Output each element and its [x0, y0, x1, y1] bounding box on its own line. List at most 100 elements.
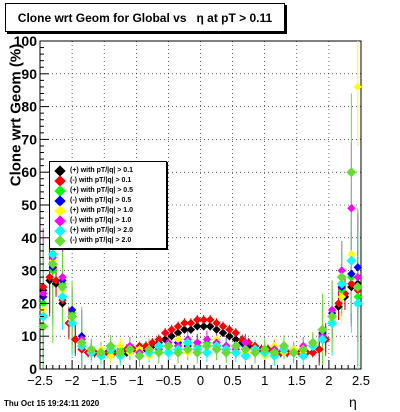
data-point — [115, 347, 126, 358]
data-point — [39, 289, 48, 298]
data-point — [105, 341, 116, 352]
x-tick-label: 1.5 — [288, 373, 306, 388]
data-point — [231, 335, 241, 344]
data-point — [182, 344, 193, 355]
legend-entry: (+) with pT/|q| > 0.5 — [50, 185, 166, 197]
data-point — [315, 345, 324, 354]
x-tick-label: −2.5 — [27, 373, 53, 388]
data-point — [38, 321, 49, 332]
data-point — [163, 341, 174, 352]
y-tick-label: 80 — [21, 99, 37, 115]
data-point — [116, 341, 125, 351]
legend-entry: (-) with pT/|q| > 1.0 — [50, 215, 166, 227]
y-tick-label: 60 — [21, 164, 37, 180]
x-tick-label: −2 — [65, 373, 80, 388]
legend: (+) with pT/|q| > 0.1 (-) with pT/|q| > 0… — [49, 161, 167, 249]
data-points — [38, 82, 363, 361]
data-point — [352, 282, 363, 292]
data-point — [45, 272, 54, 282]
data-point — [205, 315, 215, 324]
data-point — [193, 322, 202, 331]
data-point — [288, 347, 299, 358]
data-point — [134, 350, 145, 361]
y-tick-label: 20 — [21, 295, 37, 311]
data-point — [86, 344, 97, 355]
legend-label: (-) with pT/|q| > 0.1 — [70, 177, 132, 184]
data-point — [211, 344, 222, 355]
x-tick-label: 0.5 — [224, 373, 242, 388]
y-tick-label: 0 — [29, 361, 37, 377]
data-point — [307, 337, 318, 348]
y-tick-label: 40 — [21, 230, 37, 246]
data-point — [186, 318, 196, 328]
y-tick-label: 30 — [21, 263, 37, 279]
y-tick-label: 70 — [21, 131, 37, 147]
chart-title: Clone wrt Geom for Global vs η at pT > 0… — [5, 3, 285, 32]
data-point — [39, 282, 48, 292]
data-point — [212, 318, 221, 328]
data-point — [167, 332, 176, 341]
legend-entry: (+) with pT/|q| > 1.0 — [50, 205, 166, 217]
data-point — [193, 338, 202, 347]
legend-entry: (-) with pT/|q| > 0.1 — [50, 175, 166, 187]
data-point — [230, 347, 241, 358]
data-point — [334, 299, 343, 308]
y-tick-label: 90 — [21, 66, 37, 82]
data-point — [173, 322, 183, 331]
axes: −2.5 −2 −1.5 −1 −0.5 0 0.5 1 1.5 2 2.5 0 10 20 30 40 50 6… — [14, 33, 370, 388]
data-point — [148, 338, 157, 347]
data-point — [337, 292, 346, 302]
x-tick-label: −0.5 — [156, 373, 182, 388]
data-point — [346, 167, 357, 178]
data-point — [192, 347, 203, 358]
data-point — [347, 279, 356, 288]
legend-entry: (+) with pT/|q| > 0.1 — [50, 165, 166, 177]
data-point — [317, 324, 328, 335]
data-point — [67, 311, 78, 322]
data-point — [57, 282, 68, 292]
data-point — [199, 315, 208, 324]
data-point — [327, 311, 338, 322]
legend-entry: (-) with pT/|q| > 2.0 — [50, 235, 166, 247]
data-point — [167, 325, 176, 334]
data-point — [278, 341, 289, 352]
data-point — [153, 347, 164, 358]
x-tick-label: 2 — [325, 373, 332, 388]
data-point — [298, 350, 309, 361]
data-point — [67, 305, 77, 315]
data-point — [327, 318, 338, 329]
data-point — [201, 341, 212, 352]
data-point — [76, 337, 87, 348]
data-point — [347, 269, 356, 279]
data-point — [173, 347, 184, 358]
data-point — [218, 322, 228, 331]
data-point — [212, 325, 221, 334]
y-tick-label: 10 — [21, 328, 37, 344]
data-point — [154, 335, 163, 344]
data-point — [298, 344, 309, 355]
data-point — [240, 344, 251, 355]
data-point — [163, 347, 174, 358]
legend-marker — [54, 235, 66, 247]
legend-label: (-) with pT/|q| > 2.0 — [70, 237, 132, 244]
data-point — [225, 332, 234, 341]
data-point — [336, 272, 347, 283]
data-point — [173, 335, 183, 344]
data-point — [336, 278, 347, 289]
data-point — [144, 344, 155, 355]
data-point — [317, 334, 328, 345]
data-point — [205, 322, 215, 331]
legend-label: (+) with pT/|q| > 2.0 — [70, 227, 134, 234]
data-point — [186, 325, 196, 334]
data-point — [202, 335, 212, 344]
data-point — [230, 341, 241, 352]
data-point — [259, 344, 270, 355]
data-point — [353, 292, 362, 302]
data-point — [250, 347, 261, 358]
data-point — [193, 315, 202, 324]
legend-label: (+) with pT/|q| > 0.1 — [70, 167, 134, 174]
y-tick-label: 50 — [21, 197, 37, 213]
legend-entry: (-) with pT/|q| > 0.5 — [50, 195, 166, 207]
data-point — [180, 325, 189, 334]
